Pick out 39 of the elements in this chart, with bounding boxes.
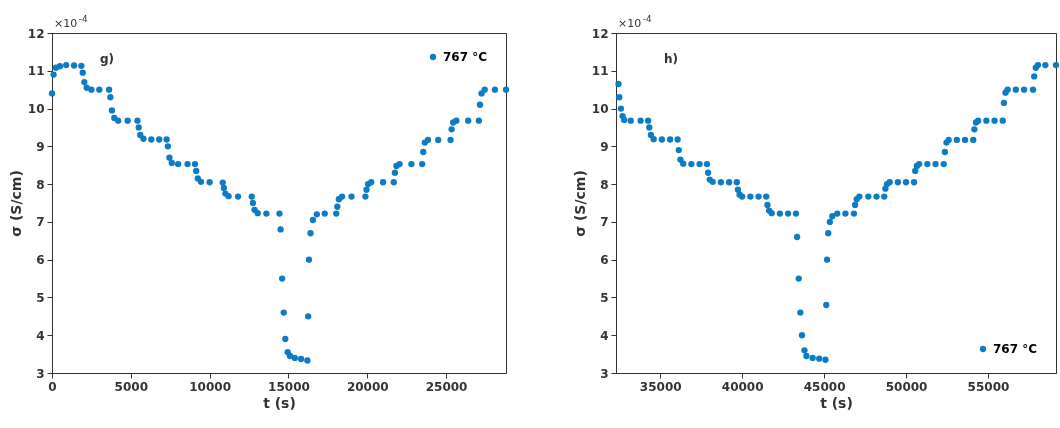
x-axis-title: t (s) — [263, 394, 296, 411]
y-tick-label: 9 — [36, 139, 45, 154]
y-tick-label: 7 — [36, 215, 45, 230]
y-tick-label: 11 — [27, 64, 45, 79]
y-tick-label: 7 — [600, 215, 609, 230]
y-tick-label: 8 — [600, 177, 609, 192]
y-tick-label: 11 — [591, 64, 609, 79]
y-axis-title: σ (S/cm) — [7, 170, 24, 237]
y-tick-label: 6 — [36, 253, 45, 268]
x-tick-label: 50000 — [885, 379, 928, 394]
y-tick-label: 4 — [600, 328, 609, 343]
y-tick-label: 10 — [591, 102, 609, 117]
annotation: g) — [100, 52, 115, 66]
x-tick-label: 15000 — [268, 379, 310, 394]
y-tick-label: 3 — [36, 366, 45, 381]
y-tick-label: 5 — [600, 290, 609, 305]
x-tick-label: 40000 — [721, 379, 764, 394]
y-tick-label: 10 — [27, 102, 45, 117]
x-tick-label: 10000 — [189, 379, 232, 394]
y-tick-label: 12 — [591, 26, 609, 41]
y-tick-label: 12 — [27, 26, 45, 41]
y-tick-label: 9 — [600, 139, 609, 154]
y-tick-label: 6 — [600, 253, 609, 268]
x-axis-title: t (s) — [820, 394, 853, 411]
legend-label: 767 °C — [993, 342, 1038, 356]
y-tick-label: 3 — [600, 366, 609, 381]
x-tick-label: 5000 — [114, 379, 149, 394]
x-tick-label: 25000 — [425, 379, 468, 394]
x-tick-label: 35000 — [639, 379, 682, 394]
x-tick-label: 20000 — [346, 379, 389, 394]
y-tick-label: 5 — [36, 290, 45, 305]
y-tick-label: 8 — [36, 177, 45, 192]
annotation: h) — [664, 52, 679, 66]
x-tick-label: 0 — [48, 379, 57, 394]
y-axis-title: σ (S/cm) — [571, 170, 588, 237]
legend-label: 767 °C — [443, 50, 488, 64]
x-tick-label: 45000 — [803, 379, 846, 394]
y-tick-label: 4 — [36, 328, 45, 343]
x-tick-label: 55000 — [967, 379, 1010, 394]
